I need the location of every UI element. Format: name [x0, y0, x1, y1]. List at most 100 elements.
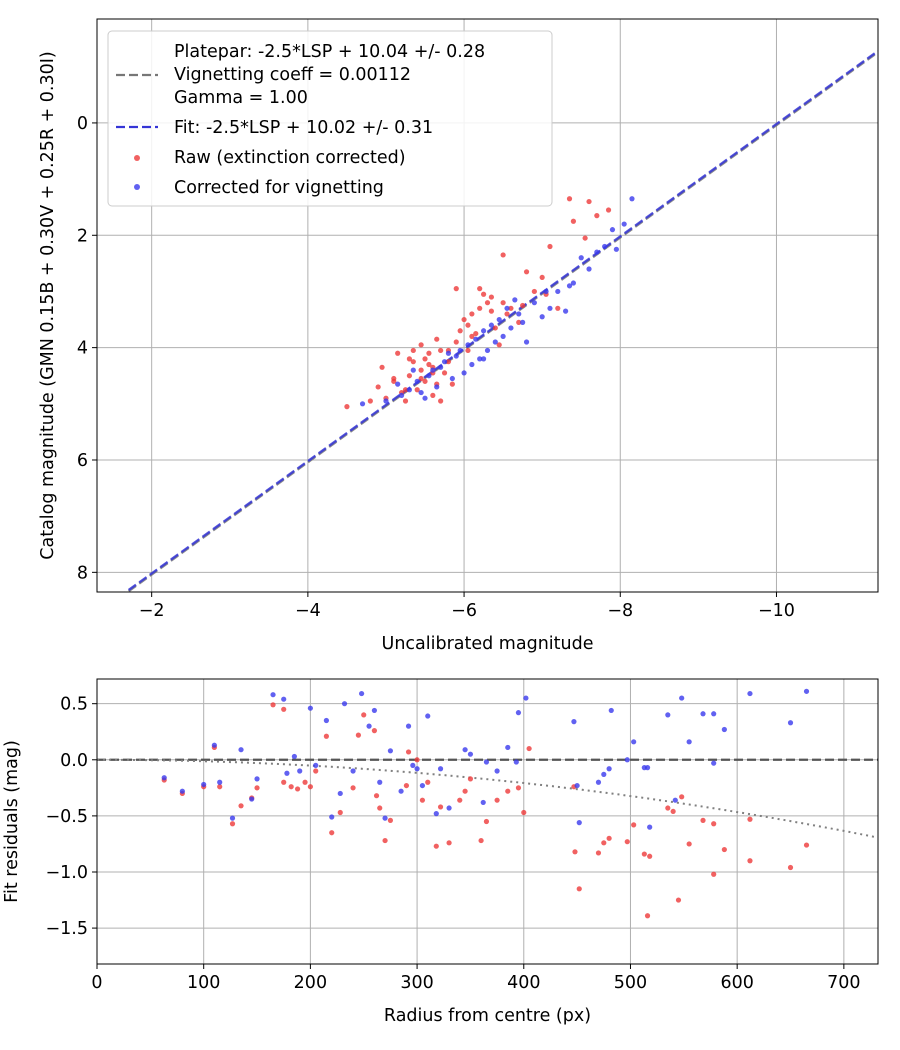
raw-point: [606, 835, 612, 841]
corrected-point: [492, 339, 498, 345]
corrected-point: [700, 711, 706, 717]
corrected-point: [441, 359, 448, 365]
corrected-point: [371, 707, 378, 714]
corrected-point: [179, 788, 185, 794]
raw-point: [367, 398, 373, 404]
raw-point: [288, 784, 294, 790]
corrected-point: [329, 814, 335, 820]
legend-entry-gamma: Gamma = 1.00: [174, 88, 308, 108]
raw-point: [477, 286, 483, 292]
raw-point: [483, 818, 490, 825]
raw-point: [313, 768, 319, 774]
raw-point: [665, 805, 671, 811]
legend: Platepar: -2.5*LSP + 10.04 +/- 0.28 Vign…: [107, 30, 553, 207]
raw-point: [307, 784, 313, 790]
raw-point: [586, 198, 592, 205]
calibration-y-ticks: 0 2 4 6 8: [77, 114, 97, 583]
corrected-point: [595, 779, 602, 785]
corrected-point: [601, 771, 607, 777]
corrected-point: [505, 744, 511, 751]
corrected-point: [229, 815, 236, 821]
corrected-point: [508, 325, 514, 331]
calibration-points: [344, 196, 635, 410]
legend-label-corrected: Corrected for vignetting: [174, 178, 384, 198]
raw-point: [711, 821, 717, 827]
raw-point: [572, 849, 578, 855]
raw-point: [505, 788, 511, 794]
corrected-point: [414, 378, 420, 384]
raw-point: [434, 336, 440, 342]
corrected-point: [504, 305, 510, 311]
corrected-point: [377, 779, 383, 785]
x-tick-label: 700: [827, 973, 860, 993]
raw-point: [377, 805, 383, 811]
raw-point: [418, 367, 424, 373]
raw-point: [445, 359, 452, 365]
corrected-point: [512, 297, 518, 303]
corrected-point: [383, 398, 389, 404]
raw-point: [270, 702, 276, 708]
corrected-point: [410, 367, 416, 373]
raw-point: [382, 837, 388, 844]
raw-point: [323, 733, 329, 739]
corrected-point: [483, 759, 490, 765]
corrected-point: [437, 766, 444, 772]
raw-point: [547, 243, 553, 250]
corrected-point: [297, 768, 303, 774]
raw-point: [405, 749, 412, 755]
corrected-point: [787, 720, 794, 726]
raw-point: [402, 398, 409, 404]
raw-point: [438, 398, 444, 404]
corrected-point: [462, 747, 468, 753]
corrected-point: [467, 751, 474, 757]
raw-point: [478, 837, 484, 844]
y-tick-label: 4: [77, 339, 88, 359]
raw-point: [426, 361, 432, 368]
corrected-point: [523, 695, 529, 701]
calibration-x-ticks: −2 −4 −6 −8 −10: [139, 592, 795, 621]
legend-entry-vignetting: Vignetting coeff = 0.00112: [116, 65, 411, 85]
legend-box: [107, 30, 553, 207]
raw-point: [302, 779, 308, 785]
raw-point: [477, 305, 483, 311]
raw-point: [467, 776, 474, 782]
raw-point: [414, 387, 420, 393]
corrected-point: [405, 723, 412, 729]
y-tick-label: 2: [77, 226, 88, 246]
raw-point: [526, 745, 532, 752]
raw-point: [516, 319, 522, 325]
raw-point: [438, 347, 444, 354]
corrected-point: [446, 805, 452, 811]
raw-point: [406, 373, 412, 379]
y-tick-label: 0: [77, 114, 88, 134]
raw-point: [425, 779, 431, 785]
corrected-point: [679, 695, 685, 701]
corrected-point: [395, 381, 401, 387]
raw-point: [675, 897, 682, 903]
raw-point: [373, 793, 380, 799]
raw-point: [504, 311, 510, 317]
raw-point: [644, 913, 651, 919]
corrected-point: [161, 775, 167, 781]
corrected-point: [621, 221, 627, 227]
raw-point: [488, 294, 495, 300]
raw-point: [462, 788, 468, 794]
corrected-point: [555, 288, 561, 295]
corrected-point: [578, 255, 584, 261]
corrected-point: [515, 710, 522, 716]
raw-point: [410, 347, 416, 354]
corrected-point: [523, 339, 530, 345]
corrected-point: [313, 762, 319, 768]
raw-point: [605, 207, 612, 213]
raw-point: [449, 381, 455, 387]
raw-point: [686, 841, 692, 847]
corrected-point: [606, 766, 612, 772]
corrected-point: [238, 747, 244, 753]
raw-point: [679, 794, 685, 800]
corrected-point: [359, 690, 365, 697]
corrected-point: [747, 690, 753, 697]
raw-point: [488, 308, 495, 314]
corrected-point: [631, 739, 637, 745]
y-tick-label: 6: [77, 451, 88, 471]
corrected-point: [609, 227, 616, 233]
